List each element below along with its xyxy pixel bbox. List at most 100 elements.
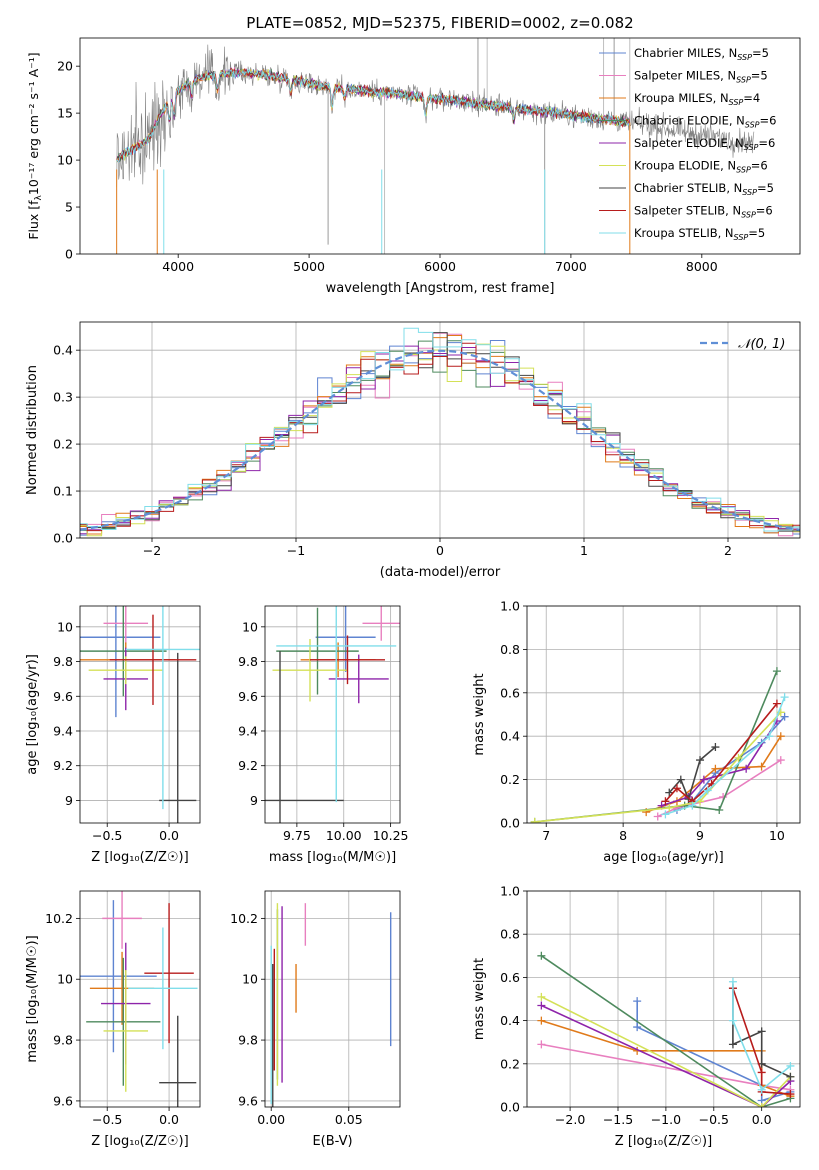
panel-mass-age: 9.75 10.00 10.25 9 9.2 9.4 9.6 9.8 10 mass [log₁₀… [238,605,409,865]
y-tick-label: 0.1 [53,484,73,499]
panel-spectrum: 4000 5000 6000 7000 8000 0 5 10 15 20 wavelength [… [26,14,801,296]
plot-area-Z-weight [537,951,795,1107]
weight-marker [537,1040,546,1049]
axes-frame [526,890,801,1108]
weight-marker [661,810,670,819]
weight-line [732,981,791,1092]
weight-marker [699,775,708,784]
y-tick-label: 0.0 [500,1100,520,1115]
weight-series-kroupa-elodie [530,708,785,823]
legend-label: 𝒩(0, 1) [738,337,785,352]
histogram-chabrier-elodie [80,340,800,531]
y-axis-label: mass weight [472,958,487,1040]
x-tick-label: 10.25 [373,828,409,843]
errorbar-salpeter-elodie [328,654,389,704]
x-tick-label: 0.0 [159,1112,179,1127]
y-axis-label: Flux [fλ10⁻¹⁷ erg cm⁻² s⁻¹ A⁻¹] [26,52,44,239]
y-tick-label: 9 [65,793,73,808]
weight-marker [728,1016,737,1025]
weight-line [732,987,791,1095]
y-tick-label: 0.8 [500,927,520,942]
weight-marker [530,817,539,823]
x-tick-label: 2 [724,543,732,558]
y-tick-label: 0.0 [500,816,520,831]
weight-marker [786,1090,795,1099]
y-tick-label: 9.2 [53,758,73,773]
x-tick-label: 8 [619,828,627,843]
plot-area-EBV-mass [270,903,392,1107]
weight-marker [672,784,681,793]
y-tick-label: 9.6 [238,1093,258,1108]
weight-marker [757,1085,766,1094]
weight-marker [728,977,737,986]
errorbar-kroupa-stelib [128,927,198,1050]
x-axis-label: Z [log₁₀(Z/Z☉)] [615,1134,712,1149]
axes-frame [264,605,401,824]
weight-marker [676,775,685,784]
axes-frame [264,890,401,1108]
weight-marker [665,788,674,797]
axes-frame [526,605,801,824]
weight-marker [537,992,546,1001]
weight-series-salpeter-elodie [657,717,781,810]
errorbar-chabrier-stelib [159,1015,197,1107]
x-tick-label: 4000 [162,259,194,274]
y-tick-label: 9.8 [53,1033,73,1048]
x-tick-label: −0.5 [699,1112,729,1127]
plot-area-spectrum [116,38,755,254]
x-axis-label: age [log₁₀(age/yr)] [603,850,724,865]
y-tick-label: 0 [65,247,73,262]
y-tick-label: 9 [250,793,258,808]
x-tick-label: 0.0 [159,828,179,843]
y-tick-label: 10.2 [45,911,73,926]
y-tick-label: 10 [57,619,73,634]
weight-marker [633,1023,642,1032]
weight-series-salpeter-stelib [661,699,781,806]
y-tick-label: 10 [57,972,73,987]
legend-entry-salpeter-elodie: Salpeter ELODIE, NSSP=6 [599,136,775,152]
x-axis-label: E(B-V) [312,1134,352,1149]
errorbar-salpeter-stelib [144,903,194,1044]
weight-series-kroupa-stelib [728,977,795,1094]
weight-marker [688,801,697,810]
legend-label: Kroupa ELODIE, NSSP=6 [634,159,768,175]
y-tick-label: 0.3 [53,390,73,405]
legend-label: Salpeter MILES, NSSP=5 [634,69,768,85]
panel-Z-weight: −2.0 −1.5 −1.0 −0.5 0.0 0.0 0.2 0.4 0.6 0.8 1.0 Z [… [472,884,801,1149]
weight-marker [772,699,781,708]
plot-area-Z-age [80,606,200,823]
legend-label: Salpeter ELODIE, NSSP=6 [634,136,775,152]
residuals-legend: 𝒩(0, 1) [700,337,785,352]
errorbar-chabrier-miles [80,900,157,1053]
plot-area-age-weight [530,667,789,823]
y-tick-label: 9.6 [53,689,73,704]
weight-marker [776,756,785,765]
x-tick-label: −0.5 [92,1112,122,1127]
errorbar-chabrier-miles [80,606,161,718]
weight-marker [765,732,774,741]
weight-marker [742,764,751,773]
weight-marker [728,1040,737,1049]
legend-entry-kroupa-elodie: Kroupa ELODIE, NSSP=6 [599,159,768,175]
errorbar-salpeter-stelib [310,635,385,685]
y-tick-label: 1.0 [500,599,520,614]
weight-marker [633,997,642,1006]
y-axis-label: mass weight [472,673,487,755]
errorbar-kroupa-elodie [88,656,163,685]
y-tick-label: 0.0 [53,531,73,546]
normal-distribution-curve [80,349,800,531]
errorbar-salpeter-miles [102,891,142,949]
legend-entry-chabrier-elodie: Chabrier ELODIE, NSSP=6 [599,114,776,130]
x-axis-label: mass [log₁₀(M/M☉)] [269,850,396,865]
errorbar-kroupa-elodie [272,638,348,702]
model-spectrum-kroupa-stelib [116,68,630,163]
y-tick-label: 10 [242,972,258,987]
x-tick-label: −1 [287,543,305,558]
y-tick-label: 0.2 [53,437,73,452]
y-tick-label: 9.6 [53,1093,73,1108]
panel-residuals: −2 −1 0 1 2 0.0 0.1 0.2 0.3 0.4 (data-model)/error… [25,321,801,580]
weight-marker [711,764,720,773]
x-tick-label: 1 [580,543,588,558]
weight-line [676,716,786,811]
